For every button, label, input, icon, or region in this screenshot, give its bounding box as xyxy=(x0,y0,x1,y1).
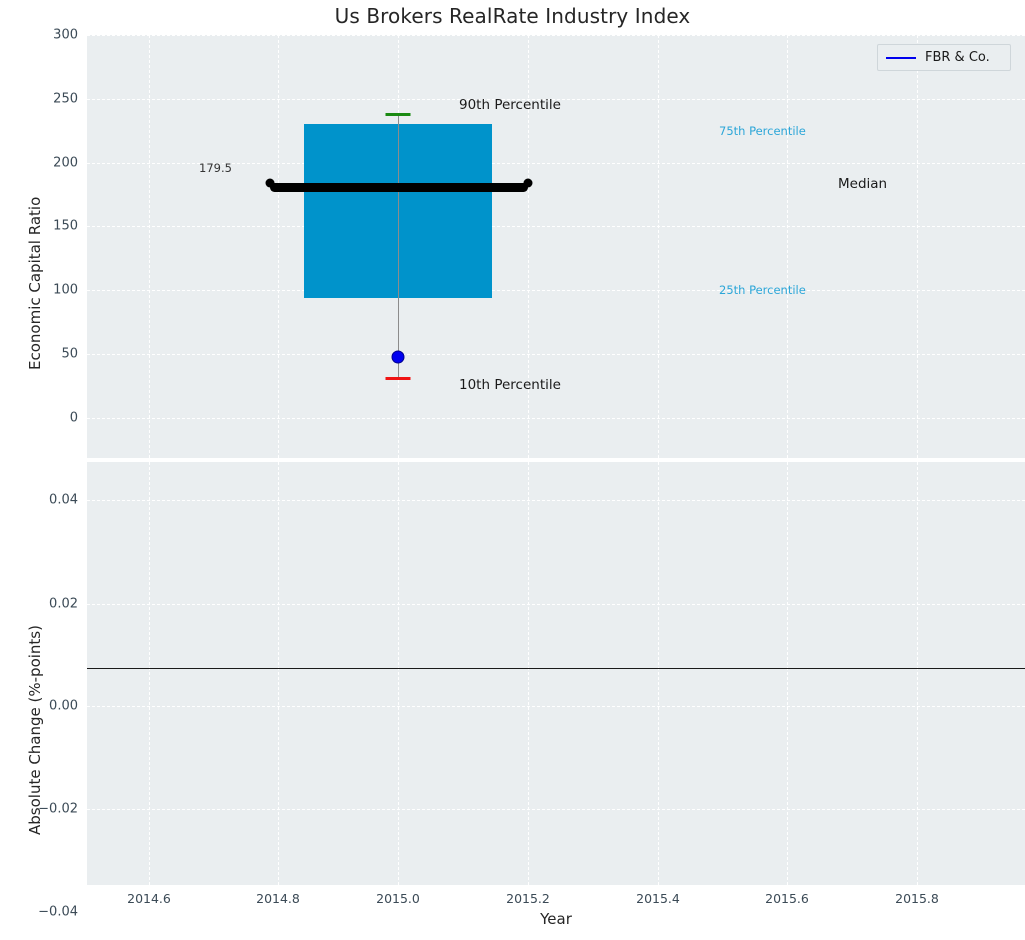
gridline-v-2015-4 xyxy=(658,35,659,458)
gridline-h-0-04 xyxy=(87,500,1025,501)
gridline-h-0-02 xyxy=(87,604,1025,605)
gridline-v-2014-6 xyxy=(149,35,150,458)
annotation-25th-percentile: 25th Percentile xyxy=(719,283,806,297)
gridline-v-lower-2014-8 xyxy=(278,462,279,885)
gridline-v-lower-2015-4 xyxy=(658,462,659,885)
annotation-75th-percentile: 75th Percentile xyxy=(719,124,806,138)
gridline-v-lower-2015-8 xyxy=(917,462,918,885)
median-line-cap-right xyxy=(523,178,533,188)
gridline-h-300 xyxy=(87,35,1025,36)
legend-swatch-fbr-co xyxy=(886,56,916,59)
y-axis-label-bottom: Absolute Change (%-points) xyxy=(26,625,44,835)
xtick-2014-8: 2014.8 xyxy=(256,891,300,906)
annotation-10th-percentile: 10th Percentile xyxy=(459,377,561,393)
percentile-10-cap xyxy=(385,377,411,380)
annotation-median-value: 179.5 xyxy=(199,161,232,175)
legend-label-fbr-co: FBR & Co. xyxy=(925,50,990,65)
xtick-2015-8: 2015.8 xyxy=(895,891,939,906)
gridline-v-2015-8 xyxy=(917,35,918,458)
xtick-2014-6: 2014.6 xyxy=(127,891,171,906)
annotation-median: Median xyxy=(838,176,888,192)
ytick-bot-0-04: 0.04 xyxy=(49,492,78,508)
ytick-top-300: 300 xyxy=(53,27,78,43)
gridline-v-2015-6 xyxy=(787,35,788,458)
median-line-cap-left xyxy=(265,178,275,188)
ytick-top-200: 200 xyxy=(53,155,78,171)
whisker-line xyxy=(398,113,399,377)
ytick-bot-0-00: 0.00 xyxy=(49,698,78,714)
gridline-v-lower-2014-6 xyxy=(149,462,150,885)
panel-absolute-change xyxy=(87,462,1025,913)
xtick-2015-2: 2015.2 xyxy=(506,891,550,906)
gridline-v-2014-8 xyxy=(278,35,279,458)
y-axis-label-top: Economic Capital Ratio xyxy=(26,196,44,370)
ytick-bot-neg-0-02: −0.02 xyxy=(38,801,78,817)
ytick-top-0: 0 xyxy=(69,410,78,426)
panel-economic-capital-ratio: 179.5 90th Percentile 75th Percentile Me… xyxy=(87,35,1025,458)
xtick-2015-4: 2015.4 xyxy=(636,891,680,906)
x-axis-label: Year xyxy=(540,910,572,928)
legend[interactable]: FBR & Co. xyxy=(877,44,1011,71)
xtick-2015-6: 2015.6 xyxy=(765,891,809,906)
gridline-h-neg-0-02 xyxy=(87,809,1025,810)
gridline-h-0-00 xyxy=(87,706,1025,707)
ytick-top-100: 100 xyxy=(53,282,78,298)
ytick-top-250: 250 xyxy=(53,91,78,107)
percentile-90-cap xyxy=(385,113,411,116)
gridline-h-50 xyxy=(87,354,1025,355)
annotation-90th-percentile: 90th Percentile xyxy=(459,97,561,113)
ytick-bot-neg-0-04: −0.04 xyxy=(38,904,78,920)
ytick-top-150: 150 xyxy=(53,218,78,234)
gridline-h-150 xyxy=(87,226,1025,227)
page-title: Us Brokers RealRate Industry Index xyxy=(334,4,691,28)
zero-reference-line xyxy=(87,668,1025,669)
gridline-v-lower-2015-0 xyxy=(398,462,399,885)
gridline-v-lower-2015-2 xyxy=(528,462,529,885)
gridline-v-lower-2015-6 xyxy=(787,462,788,885)
gridline-h-0 xyxy=(87,418,1025,419)
median-line xyxy=(270,183,528,192)
ytick-top-50: 50 xyxy=(61,346,78,362)
xtick-2015-0: 2015.0 xyxy=(376,891,420,906)
ytick-bot-0-02: 0.02 xyxy=(49,596,78,612)
company-marker-fbr xyxy=(391,350,405,364)
gridline-h-100 xyxy=(87,290,1025,291)
